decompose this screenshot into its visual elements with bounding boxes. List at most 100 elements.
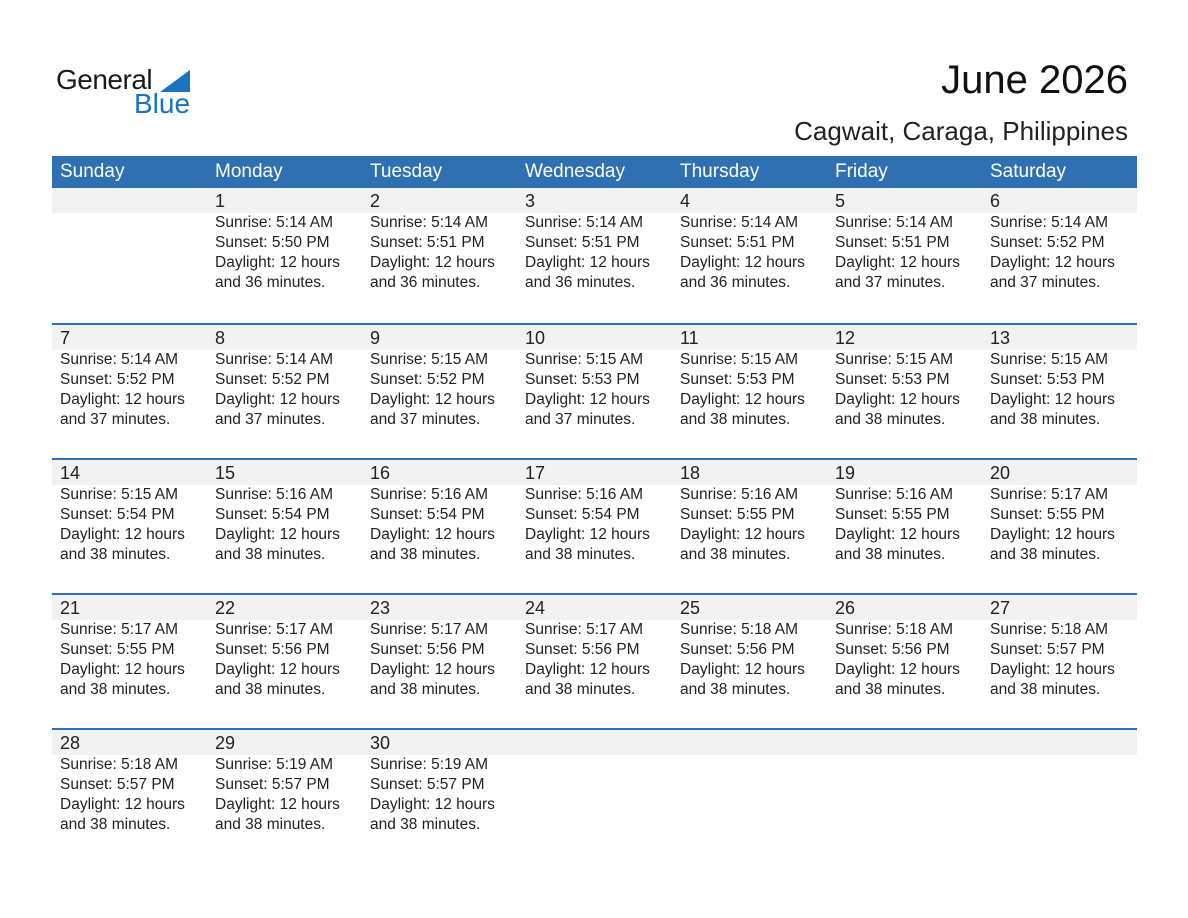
sunrise-text: Sunrise: 5:14 AM <box>60 351 179 368</box>
daylight-minutes-text: and 36 minutes. <box>215 274 326 291</box>
sunrise-text: Sunrise: 5:16 AM <box>370 486 489 503</box>
daylight-minutes-text: and 38 minutes. <box>835 546 946 563</box>
day-number: 21 <box>60 598 81 618</box>
daylight-text: Daylight: 12 hours <box>370 254 495 271</box>
day-number: 30 <box>370 733 391 753</box>
daylight-text: Daylight: 12 hours <box>370 796 495 813</box>
day-cell: 2 Sunrise: 5:14 AM Sunset: 5:51 PM Daylight… <box>362 188 517 323</box>
day-cell: 18 Sunrise: 5:16 AM Sunset: 5:55 PM Dayligh… <box>672 460 827 593</box>
daylight-text: Daylight: 12 hours <box>990 391 1115 408</box>
sunrise-text: Sunrise: 5:17 AM <box>60 621 179 638</box>
week-row: 7 Sunrise: 5:14 AM Sunset: 5:52 PM Daylight… <box>52 323 1137 458</box>
weekday-wednesday: Wednesday <box>525 161 625 182</box>
day-number: 6 <box>990 191 1001 211</box>
date-band <box>52 188 1137 213</box>
day-number: 9 <box>370 328 381 348</box>
sunrise-text: Sunrise: 5:18 AM <box>990 621 1109 638</box>
daylight-minutes-text: and 36 minutes. <box>680 274 791 291</box>
daylight-minutes-text: and 37 minutes. <box>60 411 171 428</box>
daylight-text: Daylight: 12 hours <box>525 254 650 271</box>
logo-word-blue: Blue <box>134 88 191 119</box>
daylight-text: Daylight: 12 hours <box>215 254 340 271</box>
logo-triangle-icon <box>160 70 190 92</box>
sunrise-text: Sunrise: 5:15 AM <box>990 351 1109 368</box>
daylight-minutes-text: and 38 minutes. <box>215 816 326 833</box>
sunrise-text: Sunrise: 5:14 AM <box>215 351 334 368</box>
sunrise-text: Sunrise: 5:16 AM <box>525 486 644 503</box>
day-number: 23 <box>370 598 391 618</box>
day-cell: 16 Sunrise: 5:16 AM Sunset: 5:54 PM Dayligh… <box>362 460 517 593</box>
date-band <box>52 730 1137 755</box>
sunrise-text: Sunrise: 5:16 AM <box>835 486 954 503</box>
day-number: 24 <box>525 598 546 618</box>
sunset-text: Sunset: 5:56 PM <box>525 641 640 658</box>
sunrise-text: Sunrise: 5:16 AM <box>215 486 334 503</box>
date-band <box>52 325 1137 350</box>
daylight-minutes-text: and 38 minutes. <box>525 681 636 698</box>
sunset-text: Sunset: 5:55 PM <box>680 506 795 523</box>
daylight-text: Daylight: 12 hours <box>60 796 185 813</box>
sunrise-text: Sunrise: 5:18 AM <box>680 621 799 638</box>
day-number: 5 <box>835 191 846 211</box>
daylight-minutes-text: and 37 minutes. <box>215 411 326 428</box>
day-number: 18 <box>680 463 701 483</box>
sunset-text: Sunset: 5:57 PM <box>370 776 485 793</box>
sunrise-text: Sunrise: 5:18 AM <box>835 621 954 638</box>
day-cell: 20 Sunrise: 5:17 AM Sunset: 5:55 PM Dayligh… <box>982 460 1137 593</box>
daylight-text: Daylight: 12 hours <box>835 391 960 408</box>
sunset-text: Sunset: 5:56 PM <box>680 641 795 658</box>
week-row: 28 Sunrise: 5:18 AM Sunset: 5:57 PM Dayligh… <box>52 728 1137 863</box>
sunset-text: Sunset: 5:55 PM <box>990 506 1105 523</box>
day-cell: 21 Sunrise: 5:17 AM Sunset: 5:55 PM Dayligh… <box>52 595 207 728</box>
daylight-text: Daylight: 12 hours <box>990 526 1115 543</box>
day-cell: 7 Sunrise: 5:14 AM Sunset: 5:52 PM Daylight… <box>52 325 207 458</box>
week-row: 1 Sunrise: 5:14 AM Sunset: 5:50 PM Daylight… <box>52 188 1137 323</box>
daylight-minutes-text: and 38 minutes. <box>680 681 791 698</box>
day-cell: 14 Sunrise: 5:15 AM Sunset: 5:54 PM Dayligh… <box>52 460 207 593</box>
sunset-text: Sunset: 5:53 PM <box>525 371 640 388</box>
daylight-minutes-text: and 38 minutes. <box>990 546 1101 563</box>
day-number: 11 <box>680 328 699 348</box>
daylight-minutes-text: and 37 minutes. <box>370 411 481 428</box>
day-number: 19 <box>835 463 856 483</box>
day-cell: 30 Sunrise: 5:19 AM Sunset: 5:57 PM Dayligh… <box>362 730 517 863</box>
sunrise-text: Sunrise: 5:14 AM <box>525 214 644 231</box>
location-subtitle: Cagwait, Caraga, Philippines <box>794 116 1128 146</box>
day-cell: 11 Sunrise: 5:15 AM Sunset: 5:53 PM Dayligh… <box>672 325 827 458</box>
daylight-text: Daylight: 12 hours <box>215 526 340 543</box>
daylight-text: Daylight: 12 hours <box>60 661 185 678</box>
day-cell: 1 Sunrise: 5:14 AM Sunset: 5:50 PM Daylight… <box>207 188 362 323</box>
week-row: 21 Sunrise: 5:17 AM Sunset: 5:55 PM Dayligh… <box>52 593 1137 728</box>
sunset-text: Sunset: 5:57 PM <box>60 776 175 793</box>
daylight-minutes-text: and 38 minutes. <box>60 546 171 563</box>
day-cell: 12 Sunrise: 5:15 AM Sunset: 5:53 PM Dayligh… <box>827 325 982 458</box>
page-title: June 2026 <box>941 58 1128 102</box>
sunrise-text: Sunrise: 5:16 AM <box>680 486 799 503</box>
day-number: 2 <box>370 191 381 211</box>
daylight-text: Daylight: 12 hours <box>215 391 340 408</box>
week-row: 14 Sunrise: 5:15 AM Sunset: 5:54 PM Dayligh… <box>52 458 1137 593</box>
daylight-minutes-text: and 38 minutes. <box>680 411 791 428</box>
daylight-text: Daylight: 12 hours <box>60 391 185 408</box>
day-cell: 23 Sunrise: 5:17 AM Sunset: 5:56 PM Dayligh… <box>362 595 517 728</box>
sunrise-text: Sunrise: 5:15 AM <box>680 351 799 368</box>
weekday-tuesday: Tuesday <box>370 161 443 182</box>
weekday-sunday: Sunday <box>60 161 125 182</box>
daylight-text: Daylight: 12 hours <box>835 526 960 543</box>
day-cell: 15 Sunrise: 5:16 AM Sunset: 5:54 PM Dayligh… <box>207 460 362 593</box>
day-cell: 17 Sunrise: 5:16 AM Sunset: 5:54 PM Dayligh… <box>517 460 672 593</box>
daylight-minutes-text: and 38 minutes. <box>370 681 481 698</box>
sunset-text: Sunset: 5:52 PM <box>990 234 1105 251</box>
day-number: 12 <box>835 328 856 348</box>
sunset-text: Sunset: 5:53 PM <box>680 371 795 388</box>
sunset-text: Sunset: 5:57 PM <box>215 776 330 793</box>
weekday-friday: Friday <box>835 161 888 182</box>
sunset-text: Sunset: 5:51 PM <box>370 234 485 251</box>
daylight-text: Daylight: 12 hours <box>835 254 960 271</box>
daylight-text: Daylight: 12 hours <box>215 796 340 813</box>
daylight-text: Daylight: 12 hours <box>370 661 495 678</box>
daylight-text: Daylight: 12 hours <box>680 661 805 678</box>
day-number: 4 <box>680 191 691 211</box>
sunrise-text: Sunrise: 5:19 AM <box>215 756 334 773</box>
